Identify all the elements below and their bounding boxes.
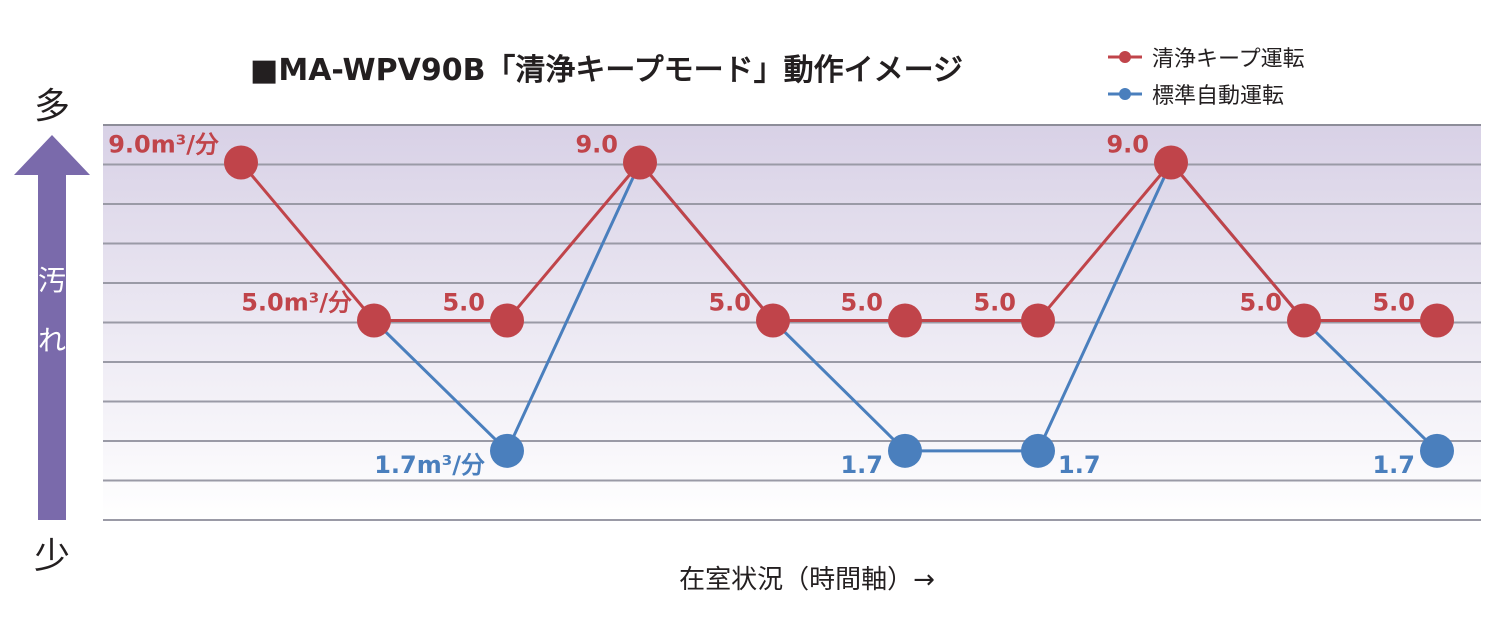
data-label: 1.7 xyxy=(1372,451,1415,479)
y-axis-arrow: 汚 れ xyxy=(14,135,90,520)
data-point xyxy=(1420,303,1454,338)
data-label: 9.0 xyxy=(1106,131,1149,159)
y-axis-label-top: 多 xyxy=(34,86,70,127)
data-label: 9.0m³/分 xyxy=(108,131,219,159)
data-point xyxy=(1154,145,1188,180)
y-axis-label-middle-1: 汚 xyxy=(38,264,66,297)
data-label: 5.0 xyxy=(708,289,751,317)
data-point xyxy=(623,145,657,180)
data-point xyxy=(1420,433,1454,468)
y-axis-arrow-shape xyxy=(14,135,90,520)
data-point xyxy=(224,145,258,180)
data-label: 9.0 xyxy=(575,131,618,159)
data-point xyxy=(888,433,922,468)
data-label: 5.0 xyxy=(442,289,485,317)
data-point xyxy=(1287,303,1321,338)
data-label: 5.0 xyxy=(840,289,883,317)
data-label: 1.7m³/分 xyxy=(374,451,485,479)
data-point xyxy=(888,303,922,338)
data-label: 5.0m³/分 xyxy=(241,289,352,317)
legend: 清浄キープ運転 標準自動運転 xyxy=(1108,47,1305,109)
data-point xyxy=(1021,303,1055,338)
legend-marker-standard xyxy=(1119,88,1131,100)
data-point xyxy=(490,433,524,468)
x-axis-label: 在室状況（時間軸）→ xyxy=(679,565,935,595)
y-axis-label-bottom: 少 xyxy=(34,536,70,577)
legend-marker-keep xyxy=(1119,51,1131,63)
series-layer: 9.0m³/分 5.0m³/分 5.0 9.0 5.0 5.0 5.0 9.0 5.0 5.0 1.… xyxy=(108,131,1454,479)
data-point xyxy=(1021,433,1055,468)
series-line-0 xyxy=(239,160,1437,322)
data-point xyxy=(756,303,790,338)
chart-title: ■MA-WPV90B「清浄キープモード」動作イメージ xyxy=(250,53,963,88)
legend-label-standard: 標準自動運転 xyxy=(1152,84,1284,109)
data-label: 5.0 xyxy=(973,289,1016,317)
data-label: 1.7 xyxy=(1058,451,1101,479)
gridlines xyxy=(103,124,1481,521)
data-label: 5.0 xyxy=(1372,289,1415,317)
legend-label-keep: 清浄キープ運転 xyxy=(1152,47,1305,72)
y-axis-label-middle-2: れ xyxy=(38,324,66,357)
data-label: 1.7 xyxy=(840,451,883,479)
data-point xyxy=(357,303,391,338)
data-point xyxy=(490,303,524,338)
data-label: 5.0 xyxy=(1239,289,1282,317)
